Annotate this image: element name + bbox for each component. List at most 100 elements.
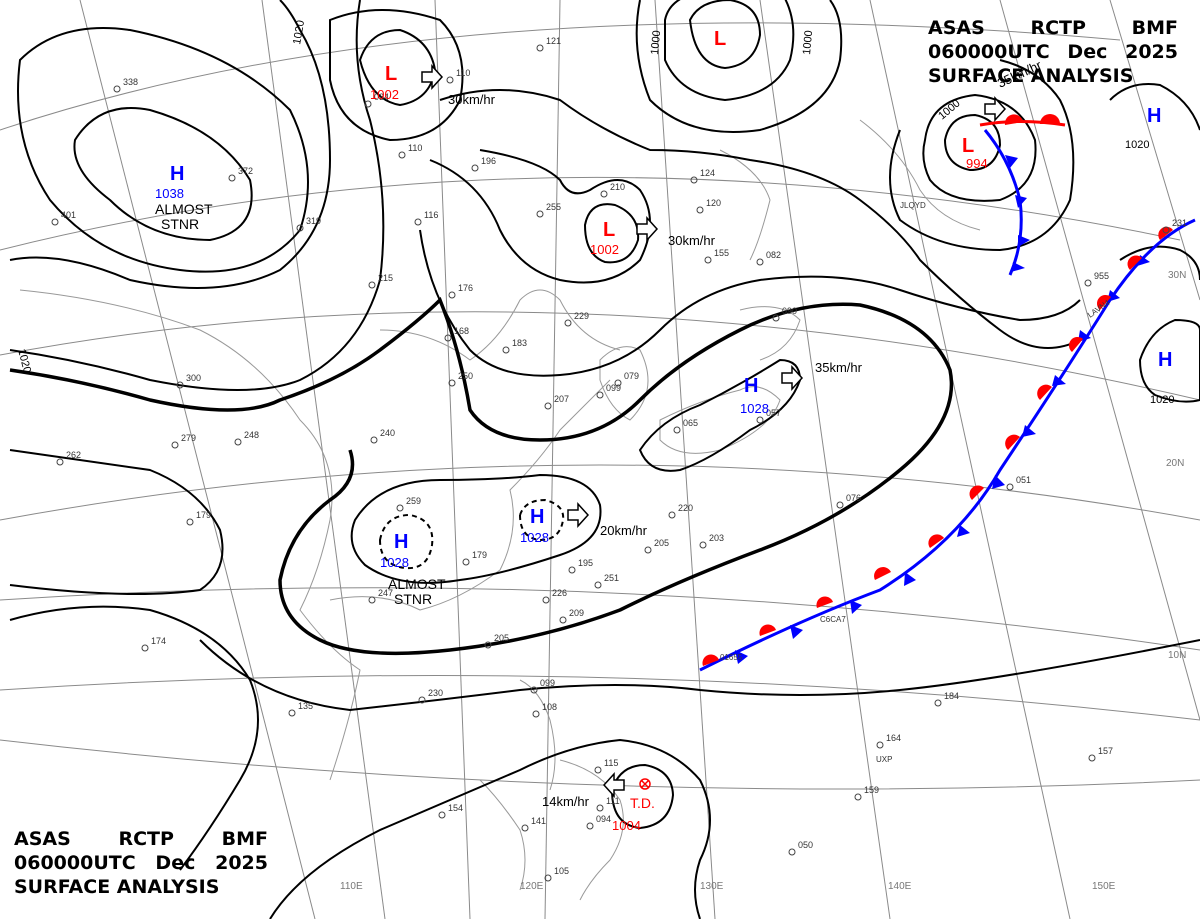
isobar-low-1002-outer	[329, 9, 464, 142]
station-pressure: 110	[456, 68, 470, 78]
header-agency: ASAS	[14, 828, 71, 850]
station-pressure: 195	[578, 558, 593, 568]
svg-text:1002: 1002	[590, 242, 619, 257]
station-pressure: 183	[512, 338, 527, 348]
svg-text:1028: 1028	[380, 555, 409, 570]
station-pressure: 220	[678, 503, 693, 513]
station-pressure: 196	[481, 156, 496, 166]
svg-text:L: L	[603, 219, 615, 241]
header-time: 060000UTC	[14, 852, 136, 874]
header-month: Dec	[1067, 41, 1108, 63]
svg-text:L: L	[385, 63, 397, 85]
station-pressure: 108	[542, 702, 557, 712]
station-pressure: 082	[766, 250, 781, 260]
isobar-labels: 1020 1020 1000 1000 1000 1020 1020	[15, 19, 1174, 406]
station-pressure: 401	[61, 210, 76, 220]
station-pressure: 099	[540, 678, 555, 688]
svg-text:110E: 110E	[340, 881, 363, 892]
header-station: RCTP	[1030, 17, 1086, 39]
station-pressure: 154	[448, 803, 463, 813]
station-pressure: 168	[454, 326, 469, 336]
isobar-1020-ne-b	[1119, 245, 1200, 281]
station-pressure: 179	[472, 550, 487, 560]
station-pressure: 105	[554, 866, 569, 876]
header-code: BMF	[221, 828, 268, 850]
station-pressure: 205	[494, 633, 509, 643]
isobar-label: 1020	[291, 19, 307, 45]
station-pressure: 079	[624, 371, 639, 381]
isobar-south-1	[9, 605, 259, 871]
station-pressure: 115	[604, 758, 618, 768]
station-pressure: 076	[846, 493, 861, 503]
isobar-label: 1000	[801, 30, 815, 55]
isobar-low-north-1	[664, 0, 795, 102]
movement-speed: 35km/hr	[815, 360, 863, 375]
station-pressure: 176	[458, 283, 473, 293]
high-center: H 1028	[740, 375, 769, 416]
isobar-label: 1020	[1125, 139, 1149, 151]
station-pressure: 094	[596, 814, 611, 824]
isobar-west-3	[9, 449, 224, 595]
low-center: L 1002	[370, 63, 399, 102]
isobar-1020-ne	[1109, 83, 1200, 131]
svg-text:1002: 1002	[370, 87, 399, 102]
station-pressure: 135	[298, 701, 313, 711]
svg-text:H: H	[530, 506, 544, 528]
svg-text:JLQYD: JLQYD	[900, 201, 926, 210]
isobar-td-inner	[610, 763, 675, 830]
isobar-1020-thick	[9, 296, 954, 656]
station-numbers: 338 372 401 319 300 279 248 262 179 174 135 154 141 1…	[61, 36, 1187, 876]
station-pressure: 065	[683, 418, 698, 428]
svg-text:L: L	[714, 28, 726, 50]
station-pressure: 372	[238, 166, 253, 176]
svg-text:150E: 150E	[1092, 881, 1116, 892]
station-pressure: 240	[380, 428, 395, 438]
svg-text:C6CA7: C6CA7	[820, 615, 846, 624]
station-pressure: 247	[378, 588, 393, 598]
svg-text:140E: 140E	[888, 881, 912, 892]
svg-text:1038: 1038	[155, 186, 184, 201]
station-pressure: 124	[700, 168, 715, 178]
td-pressure: 1004	[612, 818, 641, 833]
station-pressure: 250	[458, 371, 473, 381]
svg-text:H: H	[394, 531, 408, 553]
station-pressure: 050	[798, 840, 813, 850]
station-pressure: 111	[606, 796, 620, 806]
station-pressure: 203	[709, 533, 724, 543]
station-pressure: 121	[546, 36, 561, 46]
station-pressure: 229	[574, 311, 589, 321]
warm-front	[702, 114, 1173, 666]
header-agency: ASAS	[928, 17, 985, 39]
station-pressure: 116	[424, 210, 438, 220]
isobar-1038-region	[73, 107, 253, 242]
high-center: H	[1147, 105, 1161, 127]
isobar-mid-1	[439, 89, 1081, 349]
meridian-lines	[79, 0, 1200, 919]
station-pressure: 279	[181, 433, 196, 443]
isobar-1020-east-ring	[1138, 318, 1200, 403]
movement-speed: 14km/hr	[542, 794, 590, 809]
svg-text:130E: 130E	[700, 881, 724, 892]
station-pressure: 099	[606, 383, 621, 393]
station-pressure: 338	[123, 77, 138, 87]
station-pressure: 090	[782, 306, 797, 316]
tropical-depression: T.D. 1004	[612, 778, 655, 833]
isobar-1020-west	[9, 0, 332, 289]
pressure-centers: H 1038 ALMOST STNR H 1028 ALMOST STNR H 10…	[155, 28, 1172, 607]
header-top-right: ASAS RCTP BMF 060000UTC Dec 2025 SURFACE ANA…	[928, 16, 1178, 88]
isobar-mid-2	[419, 229, 1081, 377]
movement-speed: 20km/hr	[600, 523, 648, 538]
station-pressure: 174	[151, 636, 166, 646]
svg-text:H: H	[1147, 105, 1161, 127]
station-pressure: 057	[766, 408, 781, 418]
td-label: T.D.	[630, 795, 655, 811]
isobar-low-north-inner	[688, 0, 762, 70]
high-center: H 1038 ALMOST STNR	[155, 163, 213, 232]
isobar-1028-south-a	[378, 513, 434, 570]
station-pressure: 179	[196, 510, 211, 520]
station-pressure: 226	[552, 588, 567, 598]
station-pressure: 184	[944, 691, 959, 701]
